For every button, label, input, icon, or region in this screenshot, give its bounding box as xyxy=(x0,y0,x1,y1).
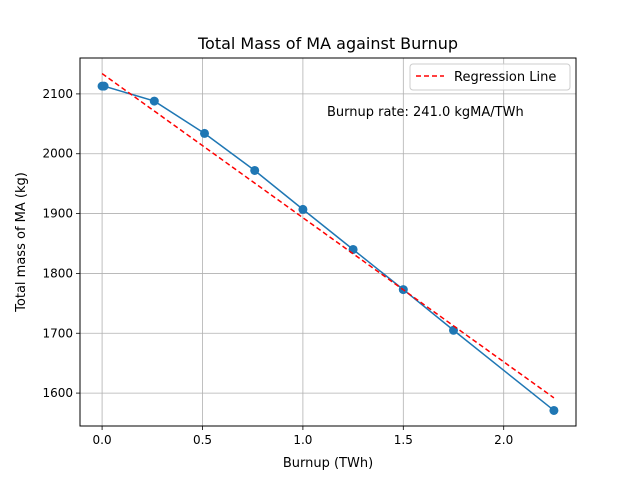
legend-box xyxy=(409,63,571,91)
x-tick-label: 0.5 xyxy=(193,433,212,447)
y-tick-label: 2100 xyxy=(42,87,73,101)
data-point xyxy=(149,96,159,106)
x-axis-label: Burnup (TWh) xyxy=(283,456,373,471)
y-axis-label: Total mass of MA (kg) xyxy=(14,172,29,313)
y-tick-label: 2000 xyxy=(42,147,73,161)
y-tick-label: 1700 xyxy=(42,326,73,340)
data-point xyxy=(298,204,308,214)
grid xyxy=(80,58,576,426)
x-tick-label: 2.0 xyxy=(494,433,513,447)
x-tick-label: 1.0 xyxy=(293,433,312,447)
y-tick-label: 1800 xyxy=(42,266,73,280)
data-point xyxy=(549,405,559,415)
y-tick-label: 1900 xyxy=(42,207,73,221)
data-point xyxy=(200,128,210,138)
burnup-rate-annotation: Burnup rate: 241.0 kgMA/TWh xyxy=(327,105,524,120)
series-layer xyxy=(97,72,559,415)
ticks: 0.0 0.5 1.0 1.5 2.0 1600 1700 1800 1900 2000 2100 xyxy=(42,87,513,447)
x-tick-label: 1.5 xyxy=(394,433,413,447)
regression-line xyxy=(101,72,555,399)
data-point xyxy=(449,325,459,335)
x-tick-label: 0.0 xyxy=(93,433,112,447)
data-point xyxy=(99,81,109,91)
y-tick-label: 1600 xyxy=(42,386,73,400)
data-point xyxy=(250,165,260,175)
chart-title: Total Mass of MA against Burnup xyxy=(197,34,458,53)
data-point xyxy=(348,244,358,254)
legend-label: Regression Line xyxy=(454,70,556,85)
legend: Regression Line xyxy=(409,63,571,91)
plot-frame xyxy=(79,57,577,427)
